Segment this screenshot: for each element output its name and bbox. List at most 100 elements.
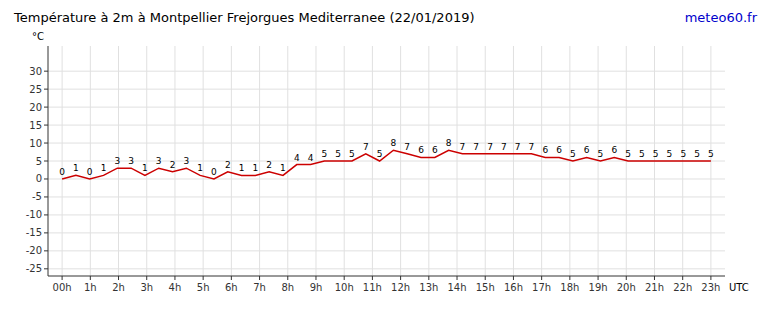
x-tick-label: 5h <box>197 282 210 293</box>
x-tick-label: 17h <box>532 282 551 293</box>
grid-line-y <box>48 250 725 251</box>
x-tick-label: 20h <box>617 282 636 293</box>
data-label: 6 <box>542 145 548 155</box>
data-label: 3 <box>114 156 120 166</box>
data-label: 7 <box>460 142 466 152</box>
x-tick <box>626 276 627 280</box>
y-tick-label: -20 <box>26 245 42 256</box>
x-tick <box>457 276 458 280</box>
x-tick-label: 8h <box>281 282 294 293</box>
x-tick <box>710 276 711 280</box>
data-label: 5 <box>570 149 576 159</box>
grid-line-y <box>48 268 725 269</box>
x-tick <box>287 276 288 280</box>
x-tick <box>541 276 542 280</box>
y-tick <box>44 178 48 179</box>
data-label: 4 <box>294 153 300 163</box>
data-label: 5 <box>639 149 645 159</box>
data-label: 1 <box>239 163 245 173</box>
x-tick <box>259 276 260 280</box>
data-label: 7 <box>529 142 535 152</box>
y-tick-label: 25 <box>29 84 42 95</box>
grid-line-x <box>62 46 63 276</box>
grid-line-y <box>48 161 725 162</box>
y-tick <box>44 214 48 215</box>
data-label: 7 <box>501 142 507 152</box>
data-label: 1 <box>280 163 286 173</box>
x-tick <box>682 276 683 280</box>
grid-line-x <box>203 46 204 276</box>
x-tick <box>315 276 316 280</box>
title: Température à 2m à Montpellier Frejorgue… <box>13 10 475 25</box>
grid-line-y <box>48 178 725 179</box>
y-tick-label: -25 <box>26 263 42 274</box>
x-tick-label: 3h <box>140 282 153 293</box>
y-tick <box>44 232 48 233</box>
x-tick-label: 00h <box>53 282 72 293</box>
data-label: 6 <box>556 145 562 155</box>
data-label: 6 <box>432 145 438 155</box>
data-label: 6 <box>611 145 617 155</box>
data-label: 5 <box>708 149 714 159</box>
x-tick <box>344 276 345 280</box>
data-labels: 0101331323102112144555758766877777766565… <box>59 138 714 177</box>
x-tick-label: 21h <box>645 282 664 293</box>
grid-line-x <box>259 46 260 276</box>
grid-line-x <box>90 46 91 276</box>
grid-line-x <box>231 46 232 276</box>
grid-line-x <box>541 46 542 276</box>
x-tick-label: 1h <box>84 282 97 293</box>
x-tick <box>146 276 147 280</box>
y-tick-label: 0 <box>36 173 42 184</box>
grid-line-y <box>48 143 725 144</box>
data-label: 7 <box>515 142 521 152</box>
x-tick-label: 23h <box>701 282 720 293</box>
x-tick <box>203 276 204 280</box>
grid-line-x <box>485 46 486 276</box>
data-label: 4 <box>308 153 314 163</box>
grid-line-x <box>400 46 401 276</box>
x-tick <box>62 276 63 280</box>
data-label: 0 <box>211 167 217 177</box>
y-tick <box>44 161 48 162</box>
y-tick <box>44 71 48 72</box>
y-tick <box>44 125 48 126</box>
data-label: 1 <box>73 163 79 173</box>
grid-line-x <box>457 46 458 276</box>
x-tick-label: 4h <box>169 282 182 293</box>
y-tick-label: 5 <box>36 156 42 167</box>
x-tick <box>174 276 175 280</box>
x-tick <box>598 276 599 280</box>
data-label: 7 <box>404 142 410 152</box>
data-label: 5 <box>653 149 659 159</box>
data-label: 5 <box>667 149 673 159</box>
grid-line-y <box>48 232 725 233</box>
x-tick <box>90 276 91 280</box>
grid-line-x <box>428 46 429 276</box>
grid-line-x <box>513 46 514 276</box>
data-label: 1 <box>142 163 148 173</box>
x-tick <box>428 276 429 280</box>
grid-line-x <box>372 46 373 276</box>
y-tick-label: -10 <box>26 209 42 220</box>
x-tick-label: 12h <box>391 282 410 293</box>
y-tick-label: -5 <box>32 191 42 202</box>
x-tick <box>400 276 401 280</box>
data-label: 2 <box>225 160 231 170</box>
x-tick-label: 10h <box>335 282 354 293</box>
data-label: 3 <box>156 156 162 166</box>
x-tick-label: 13h <box>419 282 438 293</box>
x-tick <box>569 276 570 280</box>
x-tick-label: 6h <box>225 282 238 293</box>
y-tick-label: 15 <box>29 120 42 131</box>
grid <box>48 46 725 276</box>
grid-line-y <box>48 107 725 108</box>
y-tick-label: 30 <box>29 66 42 77</box>
data-label: 6 <box>418 145 424 155</box>
x-tick-label: 18h <box>560 282 579 293</box>
data-label: 7 <box>473 142 479 152</box>
x-axis-label: UTC <box>729 282 749 293</box>
y-tick <box>44 107 48 108</box>
x-tick-label: 2h <box>112 282 125 293</box>
data-label: 8 <box>446 138 452 148</box>
